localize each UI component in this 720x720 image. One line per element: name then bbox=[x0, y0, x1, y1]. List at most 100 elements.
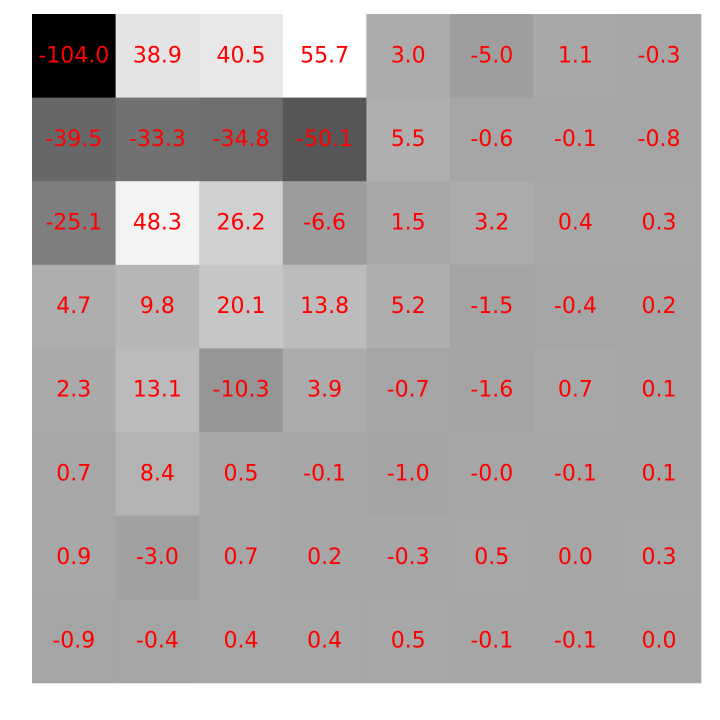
heatmap-value-label-r2-c1: -39.5 bbox=[45, 127, 102, 152]
heatmap-value-label-r7-c1: 0.9 bbox=[56, 545, 91, 570]
heatmap-cell-r2-c5 bbox=[366, 97, 451, 182]
heatmap-cell-r4-c2 bbox=[115, 264, 200, 349]
heatmap-value-label-r4-c1: 4.7 bbox=[56, 294, 91, 319]
heatmap-value-label-r6-c7: -0.1 bbox=[554, 461, 597, 486]
heatmap-cell-r1-c6 bbox=[450, 14, 535, 99]
heatmap-value-labels: -104.0 38.9 40.5 55.7 3.0 -5.0 1.1 -0.3 -39.5 -33… bbox=[38, 43, 680, 653]
heatmap-value-label-r8-c1: -0.9 bbox=[52, 629, 95, 654]
heatmap-cell-r6-c6 bbox=[450, 432, 535, 517]
heatmap-cell-r8-c3 bbox=[199, 599, 284, 684]
heatmap-value-label-r5-c8: 0.1 bbox=[642, 378, 677, 403]
heatmap-cell-r6-c4 bbox=[282, 432, 367, 517]
heatmap-value-label-r6-c4: -0.1 bbox=[303, 461, 346, 486]
heatmap-value-label-r1-c1: -104.0 bbox=[38, 43, 109, 68]
heatmap-cell-r4-c5 bbox=[366, 264, 451, 349]
heatmap-cell-r6-c2 bbox=[115, 432, 200, 517]
heatmap-cell-r1-c7 bbox=[533, 14, 618, 99]
heatmap-value-label-r8-c6: -0.1 bbox=[470, 629, 513, 654]
heatmap-value-label-r2-c2: -33.3 bbox=[129, 127, 186, 152]
heatmap-value-label-r4-c5: 5.2 bbox=[391, 294, 426, 319]
heatmap-cell-r5-c1 bbox=[32, 348, 117, 433]
heatmap-value-label-r3-c8: 0.3 bbox=[642, 211, 677, 236]
heatmap-cell-r6-c3 bbox=[199, 432, 284, 517]
heatmap-cell-r3-c4 bbox=[282, 181, 367, 266]
heatmap-cell-r2-c3 bbox=[199, 97, 284, 182]
heatmap-cell-r2-c6 bbox=[450, 97, 535, 182]
heatmap-cell-r5-c5 bbox=[366, 348, 451, 433]
heatmap-cell-r7-c3 bbox=[199, 515, 284, 600]
heatmap-cell-r7-c6 bbox=[450, 515, 535, 600]
heatmap-cell-r3-c2 bbox=[115, 181, 200, 266]
heatmap-cell-r7-c5 bbox=[366, 515, 451, 600]
heatmap-value-label-r5-c5: -0.7 bbox=[387, 378, 430, 403]
heatmap-cell-r6-c8 bbox=[617, 432, 702, 517]
heatmap-cell-r1-c3 bbox=[199, 14, 284, 99]
heatmap-cell-r3-c7 bbox=[533, 181, 618, 266]
heatmap-value-label-r3-c6: 3.2 bbox=[474, 211, 509, 236]
heatmap-value-label-r8-c3: 0.4 bbox=[224, 629, 259, 654]
heatmap-value-label-r4-c7: -0.4 bbox=[554, 294, 597, 319]
heatmap-value-label-r6-c3: 0.5 bbox=[224, 461, 259, 486]
heatmap-value-label-r4-c8: 0.2 bbox=[642, 294, 677, 319]
heatmap-cell-r2-c1 bbox=[32, 97, 117, 182]
heatmap-cell-r8-c7 bbox=[533, 599, 618, 684]
heatmap-cell-r5-c4 bbox=[282, 348, 367, 433]
heatmap-value-label-r6-c2: 8.4 bbox=[140, 461, 175, 486]
heatmap-cell-r2-c8 bbox=[617, 97, 702, 182]
heatmap-value-label-r1-c5: 3.0 bbox=[391, 43, 426, 68]
heatmap-cell-r1-c8 bbox=[617, 14, 702, 99]
heatmap-cell-r8-c5 bbox=[366, 599, 451, 684]
heatmap-value-label-r4-c3: 20.1 bbox=[217, 294, 266, 319]
heatmap-value-label-r1-c3: 40.5 bbox=[217, 43, 266, 68]
heatmap-value-label-r6-c5: -1.0 bbox=[387, 461, 430, 486]
heatmap-value-label-r5-c2: 13.1 bbox=[133, 378, 182, 403]
heatmap-cell-r3-c5 bbox=[366, 181, 451, 266]
heatmap-value-label-r2-c7: -0.1 bbox=[554, 127, 597, 152]
heatmap-cell-r4-c1 bbox=[32, 264, 117, 349]
heatmap-value-label-r8-c5: 0.5 bbox=[391, 629, 426, 654]
heatmap-cell-r5-c3 bbox=[199, 348, 284, 433]
heatmap-cell-r8-c4 bbox=[282, 599, 367, 684]
heatmap-value-label-r3-c2: 48.3 bbox=[133, 211, 182, 236]
heatmap-cell-r6-c5 bbox=[366, 432, 451, 517]
heatmap-cell-r5-c8 bbox=[617, 348, 702, 433]
heatmap-cell-r2-c2 bbox=[115, 97, 200, 182]
heatmap-cell-r2-c4 bbox=[282, 97, 367, 182]
heatmap-cell-r8-c2 bbox=[115, 599, 200, 684]
heatmap-value-label-r3-c7: 0.4 bbox=[558, 211, 593, 236]
heatmap-value-label-r6-c6: -0.0 bbox=[470, 461, 513, 486]
heatmap-value-label-r5-c6: -1.6 bbox=[470, 378, 513, 403]
heatmap-value-label-r1-c8: -0.3 bbox=[638, 43, 681, 68]
heatmap-cell-r5-c6 bbox=[450, 348, 535, 433]
heatmap-value-label-r1-c7: 1.1 bbox=[558, 43, 593, 68]
heatmap-cell-r1-c5 bbox=[366, 14, 451, 99]
heatmap-value-label-r1-c2: 38.9 bbox=[133, 43, 182, 68]
heatmap-value-label-r2-c8: -0.8 bbox=[638, 127, 681, 152]
heatmap-cell-r7-c7 bbox=[533, 515, 618, 600]
heatmap-value-label-r1-c4: 55.7 bbox=[300, 43, 349, 68]
heatmap-cells bbox=[32, 14, 702, 684]
heatmap-value-label-r7-c2: -3.0 bbox=[136, 545, 179, 570]
heatmap-value-label-r8-c8: 0.0 bbox=[642, 629, 677, 654]
heatmap-cell-r8-c1 bbox=[32, 599, 117, 684]
heatmap-value-label-r3-c3: 26.2 bbox=[217, 211, 266, 236]
heatmap-value-label-r7-c7: 0.0 bbox=[558, 545, 593, 570]
heatmap-cell-r4-c3 bbox=[199, 264, 284, 349]
heatmap-cell-r4-c6 bbox=[450, 264, 535, 349]
heatmap-value-label-r7-c5: -0.3 bbox=[387, 545, 430, 570]
heatmap-value-label-r8-c4: 0.4 bbox=[307, 629, 342, 654]
heatmap-value-label-r6-c8: 0.1 bbox=[642, 461, 677, 486]
heatmap-cell-r3-c3 bbox=[199, 181, 284, 266]
heatmap-cell-r4-c8 bbox=[617, 264, 702, 349]
heatmap-value-label-r7-c3: 0.7 bbox=[224, 545, 259, 570]
heatmap-value-label-r3-c1: -25.1 bbox=[45, 211, 102, 236]
heatmap-value-label-r7-c4: 0.2 bbox=[307, 545, 342, 570]
heatmap-value-label-r4-c4: 13.8 bbox=[300, 294, 349, 319]
heatmap-value-label-r6-c1: 0.7 bbox=[56, 461, 91, 486]
heatmap-value-label-r1-c6: -5.0 bbox=[470, 43, 513, 68]
heatmap-cell-r5-c2 bbox=[115, 348, 200, 433]
heatmap-value-label-r8-c7: -0.1 bbox=[554, 629, 597, 654]
heatmap-value-label-r5-c1: 2.3 bbox=[56, 378, 91, 403]
heatmap-value-label-r7-c8: 0.3 bbox=[642, 545, 677, 570]
